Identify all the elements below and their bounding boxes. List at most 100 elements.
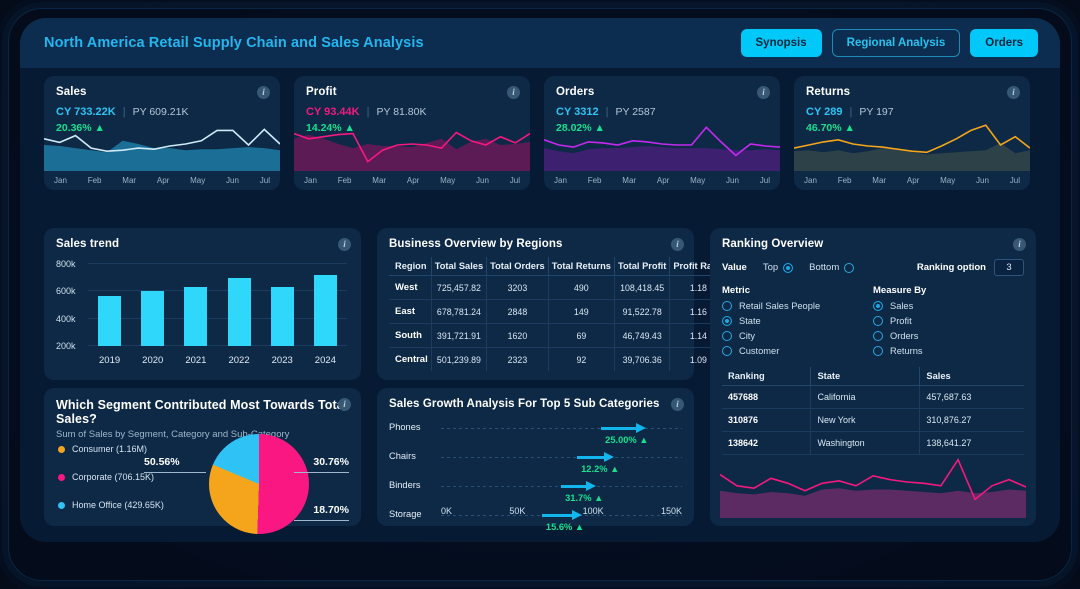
bar [313, 274, 337, 346]
info-icon[interactable]: i [757, 86, 770, 99]
regions-card: Business Overview by Regions i Region Tot… [377, 228, 727, 380]
kpi-separator: | [849, 106, 853, 118]
table-row[interactable]: West 725,457.82 3203 490 108,418.45 1.18 [389, 275, 727, 300]
axis-tick: May [440, 176, 456, 185]
axis-tick: 2024 [314, 355, 336, 366]
info-icon[interactable]: i [1007, 86, 1020, 99]
radio-label: Returns [890, 346, 923, 356]
radio-value-bottom[interactable]: Bottom [809, 262, 855, 273]
axis-tick: Jan [804, 176, 817, 185]
info-icon[interactable]: i [338, 238, 351, 251]
sales-trend-title: Sales trend [56, 238, 120, 250]
info-icon[interactable]: i [671, 398, 684, 411]
info-icon[interactable]: i [1013, 238, 1026, 251]
kpi-card-returns: Returns i CY 289 | PY 197 46.70% ▲ Jan F… [794, 76, 1030, 190]
table-row[interactable]: 457688 California 457,687.63 [722, 385, 1024, 409]
page-title: North America Retail Supply Chain and Sa… [44, 35, 424, 51]
kpi-card-orders: Orders i CY 3312 | PY 2587 28.02% ▲ Jan … [544, 76, 780, 190]
kpi-delta: 20.36% ▲ [56, 122, 268, 134]
growth-arrow [541, 510, 582, 520]
bar [141, 291, 165, 346]
ranking-option-group: Ranking option 3 [917, 259, 1024, 276]
growth-category-label: Chairs [389, 451, 416, 461]
growth-arrow [601, 423, 647, 433]
legend-dot [58, 501, 65, 509]
pie-label-consumer: 30.76% [313, 456, 349, 468]
table-cell: California [810, 385, 921, 409]
radio-indicator[interactable] [873, 331, 883, 341]
radio-measure-orders[interactable]: Orders [873, 331, 1024, 341]
column-header: Total Orders [486, 257, 549, 276]
axis-tick: 2022 [228, 355, 250, 366]
growth-category-label: Phones [389, 422, 421, 432]
radio-indicator[interactable] [873, 301, 883, 311]
table-row[interactable]: 310876 New York 310,876.27 [722, 408, 1024, 432]
axis-tick: Apr [406, 176, 420, 185]
ranking-option-input[interactable]: 3 [994, 259, 1024, 276]
kpi-cy-value: CY 93.44K [306, 106, 360, 118]
trend-up-icon: ▲ [94, 122, 105, 134]
radio-indicator[interactable] [722, 316, 732, 326]
table-cell: 2848 [486, 299, 549, 324]
table-cell: 92 [548, 347, 615, 371]
table-cell: 138,641.27 [919, 431, 1024, 455]
radio-indicator[interactable] [873, 316, 883, 326]
growth-title: Sales Growth Analysis For Top 5 Sub Cate… [389, 398, 660, 410]
axis-tick: Mar [372, 176, 387, 185]
axis-tick: Feb [587, 176, 602, 185]
nav-button-synopsis[interactable]: Synopsis [740, 29, 822, 57]
radio-indicator[interactable] [844, 262, 855, 273]
gridline [88, 345, 347, 346]
table-cell: 46,749.43 [614, 323, 671, 348]
kpi-month-axis: Jan Feb Mar Apr May Jun Jul [304, 176, 520, 185]
table-row[interactable]: South 391,721.91 1620 69 46,749.43 1.14 [389, 323, 727, 348]
nav-button-regional-analysis[interactable]: Regional Analysis [831, 29, 961, 57]
growth-category-label: Storage [389, 509, 422, 519]
arrow-head-icon [586, 481, 597, 491]
table-row[interactable]: 138642 Washington 138,641.27 [722, 431, 1024, 455]
info-icon[interactable]: i [671, 238, 684, 251]
legend-item: Corporate (706.15K) [58, 472, 164, 482]
radio-indicator[interactable] [722, 301, 732, 311]
radio-measure-returns[interactable]: Returns [873, 346, 1024, 356]
kpi-py-value: PY 197 [859, 106, 894, 118]
radio-metric-state[interactable]: State [722, 316, 873, 326]
radio-indicator[interactable] [722, 331, 732, 341]
sales-trend-card: Sales trend i 200k 400k 600k 800k 2019 2020 2… [44, 228, 361, 380]
radio-metric-retail-sales-people[interactable]: Retail Sales People [722, 301, 873, 311]
radio-measure-sales[interactable]: Sales [873, 301, 1024, 311]
radio-label: City [739, 331, 756, 341]
info-icon[interactable]: i [507, 86, 520, 99]
info-icon[interactable]: i [338, 398, 351, 411]
radio-indicator[interactable] [873, 346, 883, 356]
kpi-values: CY 733.22K | PY 609.21K [56, 106, 268, 118]
table-cell: 457688 [722, 385, 812, 409]
table-row[interactable]: East 678,781.24 2848 149 91,522.78 1.16 [389, 299, 727, 324]
ranking-table: Ranking State Sales 457688 California 457,68… [722, 367, 1024, 455]
kpi-sparkline [794, 119, 1030, 171]
table-cell: 91,522.78 [614, 299, 671, 324]
radio-indicator[interactable] [783, 262, 794, 273]
kpi-month-axis: Jan Feb Mar Apr May Jun Jul [804, 176, 1020, 185]
radio-metric-city[interactable]: City [722, 331, 873, 341]
radio-metric-customer[interactable]: Customer [722, 346, 873, 356]
kpi-cy-value: CY 733.22K [56, 106, 116, 118]
radio-measure-profit[interactable]: Profit [873, 316, 1024, 326]
bar [184, 286, 208, 346]
axis-tick: 2021 [185, 355, 207, 366]
info-icon[interactable]: i [257, 86, 270, 99]
column-header: Total Profit [614, 257, 671, 276]
growth-row: Chairs 12.2% ▲ [389, 451, 682, 485]
axis-tick: 2023 [271, 355, 293, 366]
pie-graphic [209, 434, 309, 534]
pie-label-line [144, 472, 206, 473]
axis-tick: Feb [337, 176, 352, 185]
radio-indicator[interactable] [722, 346, 732, 356]
kpi-title: Returns [806, 86, 851, 98]
table-row[interactable]: Central 501,239.89 2323 92 39,706.36 1.09 [389, 347, 726, 371]
nav-button-orders[interactable]: Orders [970, 29, 1038, 57]
kpi-separator: | [605, 106, 609, 118]
column-header: Sales [919, 367, 1024, 386]
radio-value-top[interactable]: Top [763, 262, 794, 273]
axis-tick: Jul [509, 176, 520, 185]
